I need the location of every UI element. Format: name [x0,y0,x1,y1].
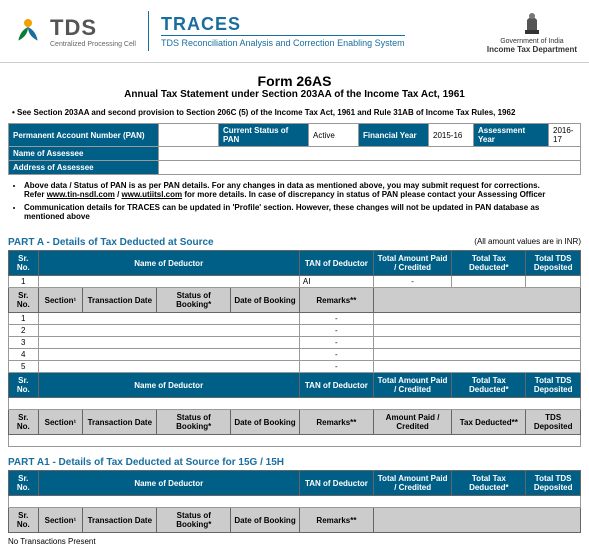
name-label: Name of Assessee [9,147,159,161]
sub-srno: Sr. No. [9,288,39,313]
part-a1-title: PART A1 - Details of Tax Deducted at Sou… [8,457,284,468]
bullet-1: Above data / Status of PAN is as per PAN… [24,181,577,199]
table-row: 4- [9,349,581,361]
govt-dept: Income Tax Department [487,45,577,54]
part-a1-header: PART A1 - Details of Tax Deducted at Sou… [0,451,589,470]
name-value [159,147,581,161]
sub-remarks: Remarks** [299,288,373,313]
part-a-title: PART A - Details of Tax Deducted at Sour… [8,237,214,248]
table-header-row: Sr. No. Name of Deductor TAN of Deductor… [9,251,581,276]
table-row: 3- [9,337,581,349]
ay-value: 2016-17 [549,124,581,147]
govt-text: Government of India [487,38,577,45]
status-label: Current Status of PAN [219,124,309,147]
link-tin-nsdl[interactable]: www.tin-nsdl.com [47,190,115,199]
col-srno: Sr. No. [9,251,39,276]
pan-value [159,124,219,147]
table-row [9,496,581,508]
part-a-table: Sr. No. Name of Deductor TAN of Deductor… [8,250,581,447]
sub-status: Status of Booking* [157,288,231,313]
table-header-row: Sr. No. Name of Deductor TAN of Deductor… [9,373,581,398]
traces-subtitle: TDS Reconciliation Analysis and Correcti… [161,35,405,48]
addr-label: Address of Assessee [9,161,159,175]
table-header-row: Sr. No. Name of Deductor TAN of Deductor… [9,471,581,496]
header-divider [148,11,149,51]
table-row: 2- [9,325,581,337]
sub-section: Section¹ [38,288,83,313]
govt-block: Government of India Income Tax Departmen… [487,8,577,54]
col-deductor: Name of Deductor [38,251,299,276]
col-tan: TAN of Deductor [299,251,373,276]
no-transactions-note: No Transactions Present [0,537,589,546]
part-a-header: PART A - Details of Tax Deducted at Sour… [0,231,589,250]
table-subheader-row: Sr. No. Section¹ Transaction Date Status… [9,508,581,533]
fy-label: Financial Year [359,124,429,147]
status-value: Active [309,124,359,147]
traces-block: TRACES TDS Reconciliation Analysis and C… [161,14,405,48]
addr-value [159,161,581,175]
col-tax-deducted: Total Tax Deducted* [452,251,526,276]
traces-title: TRACES [161,14,405,35]
assessee-info-table: Permanent Account Number (PAN) Current S… [8,123,581,175]
bullet-2: Communication details for TRACES can be … [24,203,577,221]
amount-note: (All amount values are in INR) [474,237,581,248]
tds-title: TDS [50,15,136,41]
ay-label: Assessment Year [474,124,549,147]
fy-value: 2015-16 [429,124,474,147]
form-title-block: Form 26AS Annual Tax Statement under Sec… [0,73,589,100]
section-note: • See Section 203AA and second provision… [0,104,589,123]
tds-logo-icon [12,15,44,47]
tds-logo-block: TDS Centralized Processing Cell [12,15,136,48]
link-utiitsl[interactable]: www.utiitsl.com [122,190,183,199]
govt-emblem-icon [517,8,547,38]
table-row [9,435,581,447]
tds-subtitle: Centralized Processing Cell [50,41,136,48]
part-a1-table: Sr. No. Name of Deductor TAN of Deductor… [8,470,581,533]
sub-booking-date: Date of Booking [231,288,300,313]
table-row [9,398,581,410]
table-row: 1- [9,313,581,325]
col-tds-deposited: Total TDS Deposited [526,251,581,276]
form-title: Form 26AS [0,73,589,89]
col-total-paid: Total Amount Paid / Credited [373,251,451,276]
table-row: 1 AI - [9,276,581,288]
pan-label: Permanent Account Number (PAN) [9,124,159,147]
form-subtitle: Annual Tax Statement under Section 203AA… [0,89,589,100]
table-subheader-row: Sr. No. Section¹ Transaction Date Status… [9,288,581,313]
table-row: 5- [9,361,581,373]
info-bullets: Above data / Status of PAN is as per PAN… [0,175,589,231]
table-subheader-row: Sr. No. Section¹ Transaction Date Status… [9,410,581,435]
page-header: TDS Centralized Processing Cell TRACES T… [0,0,589,63]
sub-txn-date: Transaction Date [83,288,157,313]
